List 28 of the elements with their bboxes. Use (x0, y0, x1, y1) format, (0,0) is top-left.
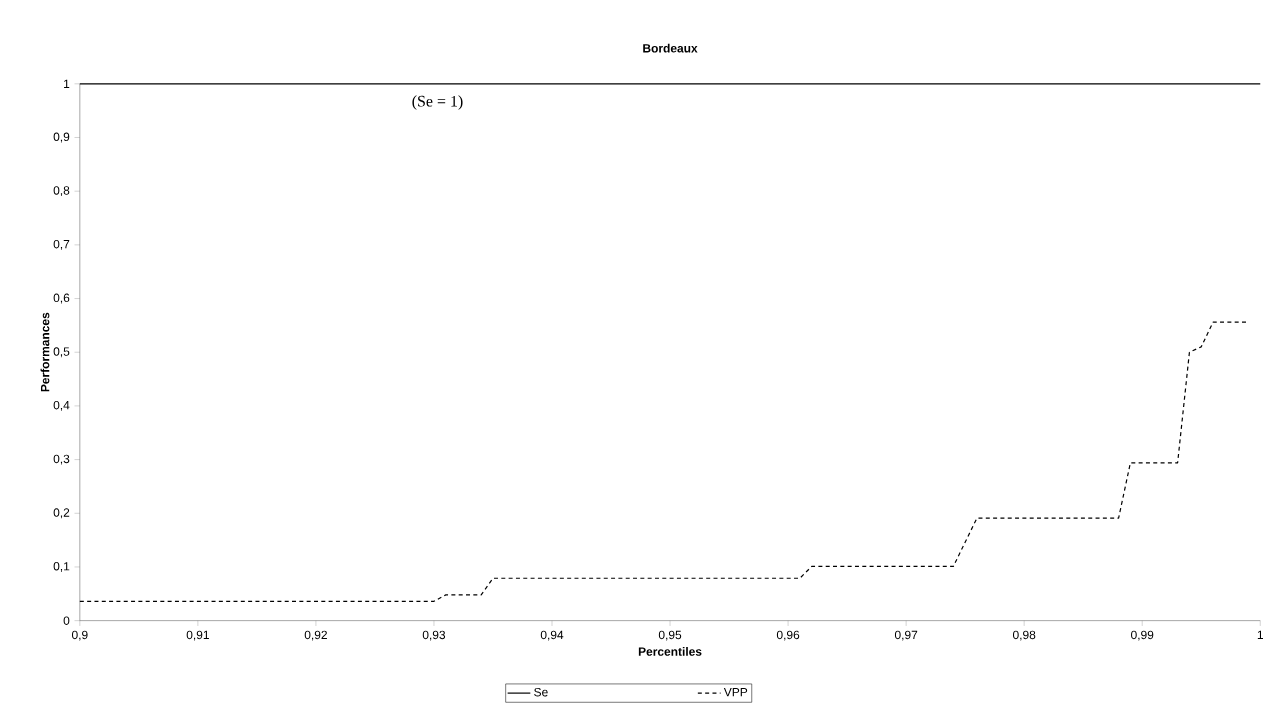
x-tick-label: 0,97 (894, 630, 918, 641)
y-tick-label: 0,3 (53, 454, 70, 465)
chart-title: Bordeaux (643, 43, 698, 53)
annotation: (Se = 1) (412, 95, 463, 110)
y-tick-label: 0,1 (53, 561, 70, 572)
x-tick-label: 0,91 (186, 630, 209, 641)
x-tick-label: 0,94 (540, 630, 564, 641)
y-tick-label: 0,9 (53, 132, 70, 143)
y-tick-label: 0,5 (53, 347, 70, 357)
y-axis-title: Performances (40, 312, 50, 392)
x-tick-label: 0,95 (658, 630, 682, 641)
legend-label: Se (534, 687, 548, 697)
y-tick-label: 0 (63, 616, 70, 625)
x-tick-label: 0,92 (304, 630, 327, 641)
y-tick-label: 0,7 (53, 239, 70, 250)
x-axis-title: Percentiles (638, 646, 702, 656)
y-tick-label: 0,6 (53, 293, 70, 304)
y-tick-label: 0,8 (53, 186, 70, 196)
x-tick-label: 0,93 (422, 630, 446, 641)
y-tick-label: 0,2 (53, 508, 70, 519)
y-tick-label: 1 (64, 79, 70, 88)
x-tick-label: 0,98 (1012, 630, 1036, 641)
legend-label: VPP (723, 687, 748, 697)
x-tick-label: 0,96 (776, 630, 800, 641)
x-tick-label: 1 (1257, 630, 1263, 639)
y-tick-label: 0,4 (53, 400, 70, 411)
x-tick-label: 0,99 (1131, 630, 1154, 641)
x-tick-label: 0,9 (71, 630, 88, 641)
